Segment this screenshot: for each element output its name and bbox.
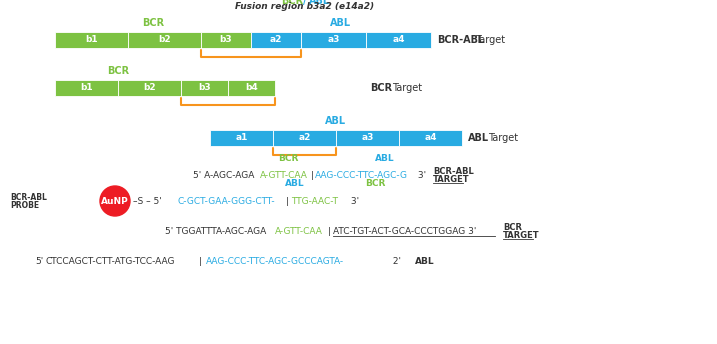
Text: a3: a3: [361, 133, 374, 142]
FancyBboxPatch shape: [201, 32, 251, 48]
Text: |: |: [308, 172, 314, 181]
FancyBboxPatch shape: [55, 32, 128, 48]
Text: BCR: BCR: [281, 0, 303, 6]
FancyBboxPatch shape: [399, 130, 462, 146]
Text: |: |: [325, 227, 331, 237]
Text: a4: a4: [392, 35, 405, 44]
FancyBboxPatch shape: [366, 32, 431, 48]
FancyBboxPatch shape: [181, 80, 228, 96]
Text: Target: Target: [488, 133, 518, 143]
Text: 2': 2': [390, 258, 401, 267]
Text: ABL: ABL: [331, 18, 351, 28]
Text: Fusion region b3a2 (e14a2): Fusion region b3a2 (e14a2): [235, 2, 374, 11]
Text: –S – 5': –S – 5': [133, 196, 162, 205]
Text: ATC-TGT-ACT-GCA-CCCTGGAG 3': ATC-TGT-ACT-GCA-CCCTGGAG 3': [333, 227, 476, 237]
Text: ABL: ABL: [375, 154, 395, 163]
Text: CTCCAGCT-CTT-ATG-TCC-AAG: CTCCAGCT-CTT-ATG-TCC-AAG: [46, 258, 176, 267]
Text: BCR: BCR: [277, 154, 298, 163]
Text: a1: a1: [235, 133, 247, 142]
Text: PROBE: PROBE: [10, 201, 39, 209]
Text: b2: b2: [143, 84, 156, 93]
FancyBboxPatch shape: [55, 80, 118, 96]
Text: b1: b1: [85, 35, 98, 44]
Text: b2: b2: [158, 35, 171, 44]
Text: 5': 5': [35, 258, 43, 267]
Text: 5' A-AGC-AGA: 5' A-AGC-AGA: [193, 172, 255, 181]
Text: BCR-ABL: BCR-ABL: [433, 168, 474, 176]
Text: ABL: ABL: [309, 0, 330, 6]
Text: AuNP: AuNP: [101, 196, 129, 205]
Text: 3': 3': [415, 172, 426, 181]
Text: ABL: ABL: [415, 258, 435, 267]
FancyBboxPatch shape: [251, 32, 301, 48]
Text: BCR: BCR: [107, 66, 129, 76]
FancyBboxPatch shape: [118, 80, 181, 96]
Text: Target: Target: [475, 35, 505, 45]
Text: 3': 3': [348, 196, 359, 205]
FancyBboxPatch shape: [228, 80, 275, 96]
FancyBboxPatch shape: [273, 130, 336, 146]
Text: a2: a2: [298, 133, 310, 142]
Text: BCR: BCR: [503, 224, 522, 233]
Text: b4: b4: [245, 84, 258, 93]
Text: b3: b3: [198, 84, 211, 93]
FancyBboxPatch shape: [336, 130, 399, 146]
FancyBboxPatch shape: [210, 130, 273, 146]
Text: |: |: [283, 196, 289, 205]
Text: BCR-ABL: BCR-ABL: [437, 35, 484, 45]
Text: TTG-AAC-T: TTG-AAC-T: [291, 196, 338, 205]
Text: 5' TGGATTTA-AGC-AGA: 5' TGGATTTA-AGC-AGA: [165, 227, 266, 237]
Text: TARGET: TARGET: [503, 232, 540, 240]
Text: AAG-CCC-TTC-AGC-G: AAG-CCC-TTC-AGC-G: [315, 172, 408, 181]
FancyBboxPatch shape: [128, 32, 201, 48]
Text: b3: b3: [219, 35, 232, 44]
Text: BCR-ABL: BCR-ABL: [10, 193, 47, 203]
Text: C-GCT-GAA-GGG-CTT-: C-GCT-GAA-GGG-CTT-: [178, 196, 275, 205]
Text: /: /: [303, 0, 306, 6]
Text: a3: a3: [328, 35, 340, 44]
Text: |: |: [196, 258, 202, 267]
Text: a4: a4: [424, 133, 437, 142]
Text: BCR: BCR: [142, 18, 164, 28]
Text: ABL: ABL: [285, 179, 305, 188]
Text: BCR: BCR: [370, 83, 392, 93]
Text: ABL: ABL: [468, 133, 489, 143]
Text: a2: a2: [270, 35, 282, 44]
Circle shape: [100, 186, 130, 216]
FancyBboxPatch shape: [301, 32, 366, 48]
Text: BCR: BCR: [365, 179, 385, 188]
Text: b1: b1: [80, 84, 92, 93]
Text: A-GTT-CAA: A-GTT-CAA: [275, 227, 323, 237]
Text: TARGET: TARGET: [433, 175, 470, 184]
Text: A-GTT-CAA: A-GTT-CAA: [260, 172, 308, 181]
Text: Target: Target: [392, 83, 422, 93]
Text: ABL: ABL: [326, 116, 346, 126]
Text: AAG-CCC-TTC-AGC-GCCCAGTA-: AAG-CCC-TTC-AGC-GCCCAGTA-: [206, 258, 344, 267]
